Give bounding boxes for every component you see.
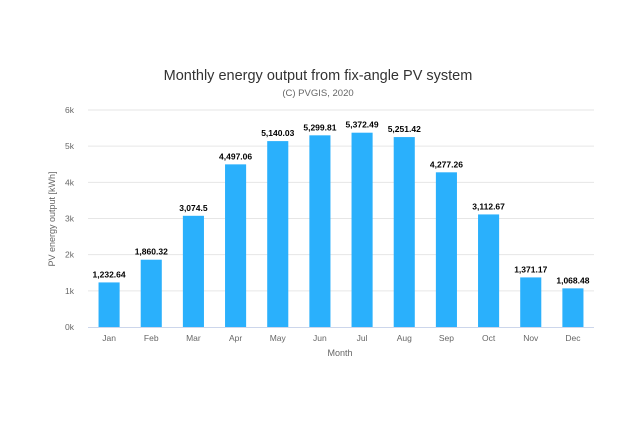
x-tick-label: Mar bbox=[186, 333, 201, 343]
data-label: 1,068.48 bbox=[556, 275, 589, 285]
data-label: 4,497.06 bbox=[219, 151, 252, 161]
y-axis-ticks: 0k 1k 2k 3k 4k 5k 6k bbox=[65, 105, 75, 332]
y-tick-label: 6k bbox=[65, 105, 75, 115]
bar-may bbox=[267, 141, 289, 327]
x-tick-label: Dec bbox=[565, 333, 581, 343]
bar-jul bbox=[351, 132, 373, 327]
x-tick-label: Jul bbox=[357, 333, 368, 343]
y-axis-title: PV energy output [kWh] bbox=[47, 171, 57, 266]
bar-aug bbox=[393, 137, 415, 327]
x-tick-label: Nov bbox=[523, 333, 539, 343]
data-label: 5,251.42 bbox=[388, 124, 421, 134]
grid-lines bbox=[88, 109, 594, 292]
data-label: 1,371.17 bbox=[514, 264, 547, 274]
x-tick-label: Sep bbox=[439, 333, 454, 343]
chart-title: Monthly energy output from fix-angle PV … bbox=[164, 68, 473, 84]
y-tick-label: 0k bbox=[65, 322, 75, 332]
x-tick-label: Apr bbox=[229, 333, 242, 343]
bar-oct bbox=[478, 214, 500, 327]
x-tick-label: Aug bbox=[397, 333, 412, 343]
bar-feb bbox=[140, 259, 162, 327]
y-tick-label: 1k bbox=[65, 286, 75, 296]
data-label: 3,112.67 bbox=[472, 201, 505, 211]
bar-nov bbox=[520, 277, 542, 327]
y-tick-label: 4k bbox=[65, 177, 75, 187]
bar-apr bbox=[225, 164, 247, 327]
x-tick-label: May bbox=[270, 333, 287, 343]
chart-subtitle: (C) PVGIS, 2020 bbox=[282, 88, 353, 99]
x-tick-label: Feb bbox=[144, 333, 159, 343]
bar-dec bbox=[562, 288, 584, 327]
x-axis-title: Month bbox=[327, 348, 352, 358]
data-label: 1,232.64 bbox=[93, 269, 126, 279]
x-tick-label: Oct bbox=[482, 333, 496, 343]
bars bbox=[98, 132, 584, 327]
x-tick-label: Jan bbox=[102, 333, 116, 343]
x-axis-ticks: Jan Feb Mar Apr May Jun Jul Aug Sep Oct Nov Dec bbox=[102, 333, 581, 343]
bar-mar bbox=[182, 215, 204, 327]
y-tick-label: 3k bbox=[65, 214, 75, 224]
data-label: 4,277.26 bbox=[430, 159, 463, 169]
bar-jan bbox=[98, 282, 120, 327]
data-label: 1,860.32 bbox=[135, 247, 168, 257]
y-tick-label: 5k bbox=[65, 141, 75, 151]
bar-sep bbox=[435, 172, 457, 327]
bar-jun bbox=[309, 135, 331, 327]
data-label: 5,140.03 bbox=[261, 128, 294, 138]
y-tick-label: 2k bbox=[65, 250, 75, 260]
x-tick-label: Jun bbox=[313, 333, 327, 343]
data-label: 5,372.49 bbox=[346, 120, 379, 130]
data-labels: 1,232.64 1,860.32 3,074.5 4,497.06 5,140.03 5… bbox=[93, 120, 590, 286]
data-label: 5,299.81 bbox=[303, 122, 336, 132]
data-label: 3,074.5 bbox=[179, 203, 208, 213]
